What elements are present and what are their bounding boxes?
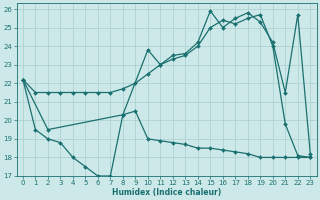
X-axis label: Humidex (Indice chaleur): Humidex (Indice chaleur): [112, 188, 221, 197]
